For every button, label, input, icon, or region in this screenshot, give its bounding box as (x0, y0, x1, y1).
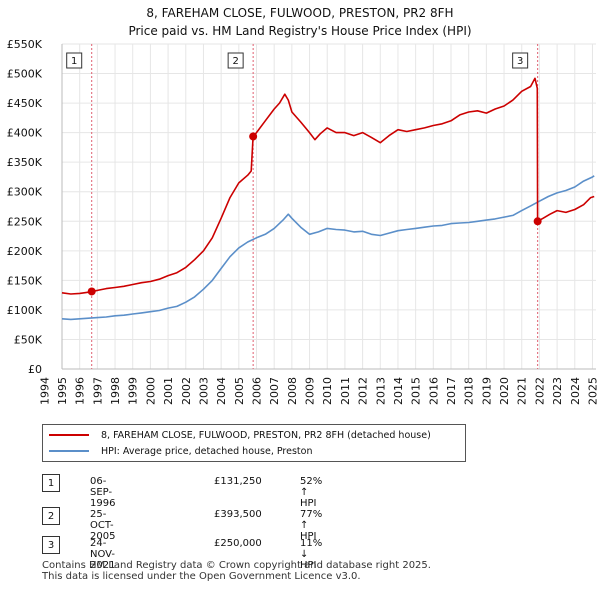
transaction-price: £250,000 (214, 538, 262, 549)
footer-note: Contains HM Land Registry data © Crown c… (42, 560, 431, 582)
chart-legend: 8, FAREHAM CLOSE, FULWOOD, PRESTON, PR2 … (42, 424, 466, 462)
legend-item-hpi: HPI: Average price, detached house, Pres… (49, 444, 312, 458)
x-tick-label: 2011 (339, 377, 352, 405)
x-tick-label: 2002 (180, 377, 193, 405)
x-tick-label: 2020 (498, 377, 511, 405)
x-tick-label: 2012 (357, 377, 370, 405)
x-tick-label: 2007 (268, 377, 281, 405)
x-tick-label: 2014 (392, 377, 405, 405)
transaction-number: 2 (42, 507, 60, 525)
transaction-date: 24-NOV-2021 (90, 538, 116, 571)
x-tick-label: 2021 (516, 377, 529, 405)
x-tick-label: 2024 (569, 377, 582, 405)
property-price-line (61, 77, 595, 295)
x-tick-label: 1997 (91, 377, 104, 405)
sale-label-box (66, 52, 83, 69)
x-tick-label: 2018 (463, 377, 476, 405)
y-tick-label: £0 (28, 363, 42, 376)
x-tick-label: 1998 (109, 377, 122, 405)
x-tick-label: 2015 (410, 377, 423, 405)
sale-point (87, 287, 96, 296)
y-tick-label: £150K (7, 274, 43, 287)
y-tick-label: £350K (7, 156, 43, 169)
x-tick-label: 2008 (286, 377, 299, 405)
transaction-price: £393,500 (214, 509, 262, 520)
y-tick-label: £300K (7, 186, 43, 199)
y-tick-label: £250K (7, 215, 43, 228)
sale-point (249, 132, 258, 141)
y-tick-label: £450K (7, 97, 43, 110)
sale-point (533, 217, 542, 226)
chart-title-line2: Price paid vs. HM Land Registry's House … (128, 24, 472, 38)
sale-label: 1 (71, 56, 77, 67)
sale-label: 3 (517, 56, 523, 67)
legend-label-hpi: HPI: Average price, detached house, Pres… (101, 445, 313, 457)
x-tick-label: 2003 (197, 377, 210, 405)
hpi-line (61, 175, 595, 321)
x-tick-label: 2019 (480, 377, 493, 405)
x-tick-label: 2004 (215, 377, 228, 405)
transaction-number: 1 (42, 474, 60, 492)
y-tick-label: £500K (7, 68, 43, 81)
transaction-number: 3 (42, 536, 60, 554)
x-tick-label: 2016 (427, 377, 440, 405)
transaction-hpi-diff: 77% ↑ HPI (300, 509, 323, 542)
x-tick-label: 2017 (445, 377, 458, 405)
transaction-date: 25-OCT-2005 (90, 509, 116, 542)
y-tick-label: £100K (7, 304, 43, 317)
sale-label: 2 (232, 56, 238, 67)
y-tick-label: £400K (7, 127, 43, 140)
x-tick-label: 2022 (533, 377, 546, 405)
price-chart: £0 £50K £100K £150K £200K £250K £300K £350K £400… (7, 38, 600, 405)
x-tick-label: 2001 (162, 377, 175, 405)
plot-area (62, 44, 596, 369)
legend-item-property: 8, FAREHAM CLOSE, FULWOOD, PRESTON, PR2 … (49, 428, 431, 442)
x-tick-label: 2005 (233, 377, 246, 405)
chart-title-line1: 8, FAREHAM CLOSE, FULWOOD, PRESTON, PR2 … (146, 6, 454, 20)
x-tick-label: 1994 (38, 377, 51, 405)
footer-line1: Contains HM Land Registry data © Crown c… (42, 560, 431, 571)
y-tick-label: £550K (7, 38, 43, 51)
y-tick-label: £200K (7, 245, 43, 258)
x-tick-label: 1995 (56, 377, 69, 405)
transaction-hpi-diff: 11% ↓ HPI (300, 538, 323, 571)
sale-label-box (512, 52, 529, 69)
legend-swatch-hpi (49, 450, 89, 452)
y-tick-label: £50K (14, 333, 43, 346)
legend-label-property: 8, FAREHAM CLOSE, FULWOOD, PRESTON, PR2 … (101, 429, 431, 441)
transaction-price: £131,250 (214, 476, 262, 487)
x-tick-label: 2025 (586, 377, 599, 405)
x-tick-label: 2000 (144, 377, 157, 405)
x-tick-label: 2013 (374, 377, 387, 405)
footer-line2: This data is licensed under the Open Gov… (42, 571, 361, 582)
legend-swatch-property (49, 434, 89, 436)
transaction-date: 06-SEP-1996 (90, 476, 116, 509)
x-tick-label: 1999 (127, 377, 140, 405)
transaction-hpi-diff: 52% ↑ HPI (300, 476, 323, 509)
sale-label-box (227, 52, 244, 69)
x-tick-label: 2010 (321, 377, 334, 405)
x-tick-label: 2009 (304, 377, 317, 405)
x-tick-label: 2023 (551, 377, 564, 405)
x-tick-label: 1996 (74, 377, 87, 405)
x-tick-label: 2006 (251, 377, 264, 405)
